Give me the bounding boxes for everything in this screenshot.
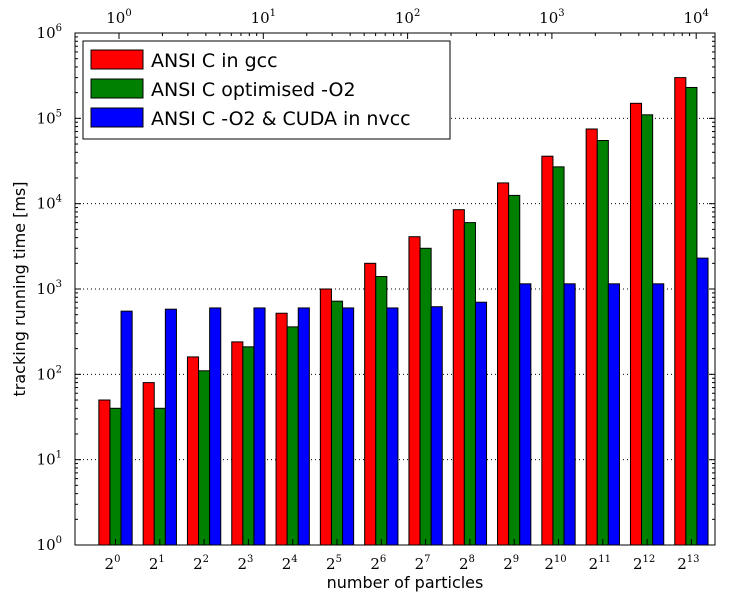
legend-label-2: ANSI C -O2 & CUDA in nvcc — [151, 108, 411, 130]
y-tick-label: 106 — [37, 23, 62, 42]
top-tick-label: 103 — [539, 8, 564, 27]
bar-series-1-2^11 — [596, 139, 609, 546]
bar-series-2-2^7 — [430, 306, 443, 546]
legend-label-0: ANSI C in gcc — [151, 50, 278, 72]
y-tick-label: 101 — [37, 450, 62, 469]
bar-series-1-2^8 — [463, 222, 476, 546]
bar-series-0-2^11 — [585, 128, 598, 546]
x-tick-label: 24 — [282, 554, 298, 573]
bar-series-2-2^12 — [652, 283, 665, 546]
x-tick-label: 23 — [237, 554, 253, 573]
bar-series-1-2^5 — [330, 300, 344, 546]
bar-series-1-2^4 — [286, 326, 299, 546]
x-tick-label: 21 — [149, 554, 165, 573]
bar-series-0-2^4 — [275, 312, 288, 546]
legend-label-1: ANSI C optimised -O2 — [151, 79, 356, 101]
bar-series-1-2^7 — [419, 247, 432, 546]
y-tick-label: 100 — [37, 535, 62, 554]
bar-series-1-2^12 — [641, 114, 654, 546]
bar-series-2-2^8 — [474, 301, 488, 546]
bar-series-0-2^1 — [142, 382, 155, 546]
bar-series-2-2^6 — [386, 307, 399, 546]
x-tick-label: 210 — [544, 554, 566, 573]
x-tick-label: 29 — [503, 554, 519, 573]
legend-box — [82, 40, 451, 140]
bar-series-0-2^13 — [674, 77, 687, 546]
y-tick-label: 102 — [37, 364, 62, 383]
y-axis-label: tracking running time [ms] — [10, 181, 29, 396]
bar-series-0-2^6 — [364, 262, 377, 546]
bar-series-0-2^0 — [98, 399, 111, 546]
bar-series-1-2^10 — [552, 166, 565, 546]
axis-ticks — [75, 32, 715, 546]
bar-series-2-2^2 — [209, 307, 222, 546]
bar-series-1-2^0 — [109, 407, 122, 546]
legend: ANSI C in gcc ANSI C optimised -O2 ANSI C … — [82, 40, 451, 140]
bar-series-0-2^7 — [408, 236, 421, 546]
bar-series-2-2^4 — [297, 307, 310, 546]
x-axis-label: number of particles — [327, 573, 484, 592]
x-tick-label: 212 — [633, 554, 655, 573]
legend-swatch-1 — [90, 78, 144, 99]
bar-series-0-2^10 — [541, 155, 554, 546]
bar-series-2-2^11 — [607, 283, 620, 546]
top-tick-label: 104 — [683, 8, 708, 27]
legend-swatch-0 — [90, 49, 144, 70]
bar-series-0-2^3 — [231, 341, 244, 546]
bar-series-2-2^13 — [696, 257, 709, 546]
bar-series-2-2^5 — [342, 307, 355, 546]
y-tick-label: 105 — [37, 108, 62, 127]
bar-series-0-2^8 — [452, 209, 465, 546]
bar-series-2-2^1 — [164, 308, 177, 546]
bars — [98, 77, 709, 546]
bar-series-0-2^5 — [319, 288, 332, 546]
top-tick-label: 101 — [251, 8, 276, 27]
bar-series-0-2^12 — [629, 102, 643, 546]
legend-swatch-2 — [90, 107, 144, 128]
y-tick-label: 104 — [37, 194, 62, 213]
x-tick-label: 25 — [326, 554, 342, 573]
bar-series-1-2^13 — [685, 86, 698, 546]
x-tick-label: 22 — [193, 554, 209, 573]
bar-series-2-2^10 — [563, 283, 576, 546]
bar-series-1-2^3 — [242, 346, 255, 546]
bar-series-1-2^1 — [153, 407, 166, 546]
x-tick-label: 20 — [105, 554, 121, 573]
tick-labels: 100 101 102 103 104 105 106 20 21 22 23 24 25 26 27 28 2… — [37, 8, 709, 573]
bar-series-1-2^2 — [198, 370, 211, 546]
bar-series-1-2^9 — [508, 194, 521, 546]
x-tick-label: 211 — [589, 554, 611, 573]
bar-series-2-2^3 — [253, 307, 266, 546]
y-tick-label: 103 — [37, 279, 62, 298]
bar-series-0-2^9 — [497, 182, 510, 546]
x-tick-label: 28 — [459, 554, 475, 573]
x-tick-label: 27 — [415, 554, 431, 573]
bar-series-2-2^0 — [120, 310, 133, 546]
x-tick-label: 213 — [677, 554, 699, 573]
bar-series-2-2^9 — [519, 283, 532, 546]
bar-series-1-2^6 — [375, 276, 388, 546]
x-tick-label: 26 — [370, 554, 386, 573]
bar-series-0-2^2 — [186, 356, 200, 546]
top-tick-label: 102 — [395, 8, 420, 27]
top-tick-label: 100 — [106, 8, 131, 27]
